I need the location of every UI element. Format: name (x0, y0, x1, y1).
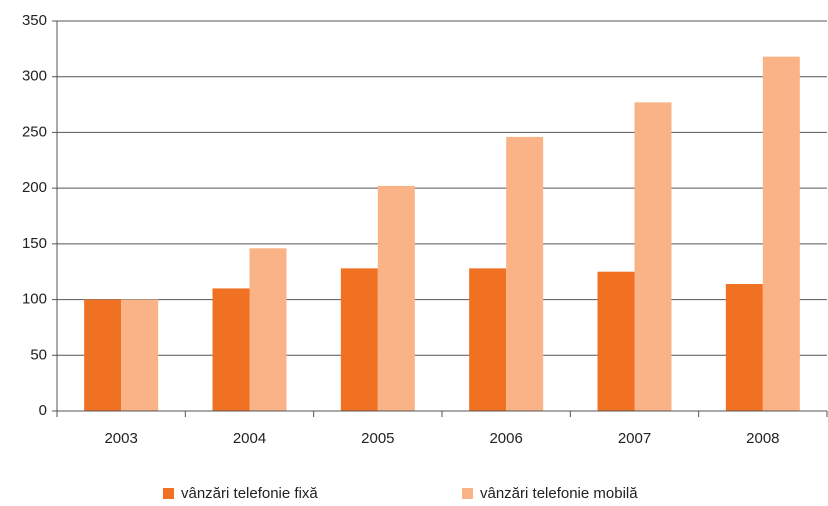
bar (340, 268, 378, 411)
y-tick-label: 300 (22, 68, 47, 85)
bar (84, 299, 122, 411)
legend-swatch (462, 488, 473, 499)
y-tick-label: 200 (22, 179, 47, 196)
legend-label: vânzări telefonie fixă (181, 485, 318, 502)
bar (469, 268, 507, 411)
x-tick-label: 2007 (618, 430, 651, 447)
x-tick-label: 2005 (361, 430, 394, 447)
bar (506, 136, 544, 411)
bar (762, 56, 800, 412)
bar (377, 185, 415, 411)
x-tick-label: 2003 (104, 430, 137, 447)
bar (634, 102, 672, 411)
bar (725, 283, 763, 411)
y-tick-label: 50 (30, 346, 47, 363)
y-tick-label: 0 (39, 402, 47, 419)
legend-swatch (163, 488, 174, 499)
bar (121, 299, 159, 411)
x-tick-label: 2004 (233, 430, 266, 447)
bar (597, 271, 635, 411)
bar (249, 248, 287, 411)
legend-label: vânzări telefonie mobilă (480, 485, 638, 502)
y-tick-label: 250 (22, 123, 47, 140)
y-tick-label: 350 (22, 12, 47, 29)
x-tick-label: 2008 (746, 430, 779, 447)
y-tick-label: 150 (22, 235, 47, 252)
x-tick-label: 2006 (489, 430, 522, 447)
y-tick-label: 100 (22, 291, 47, 308)
bar (212, 288, 250, 411)
